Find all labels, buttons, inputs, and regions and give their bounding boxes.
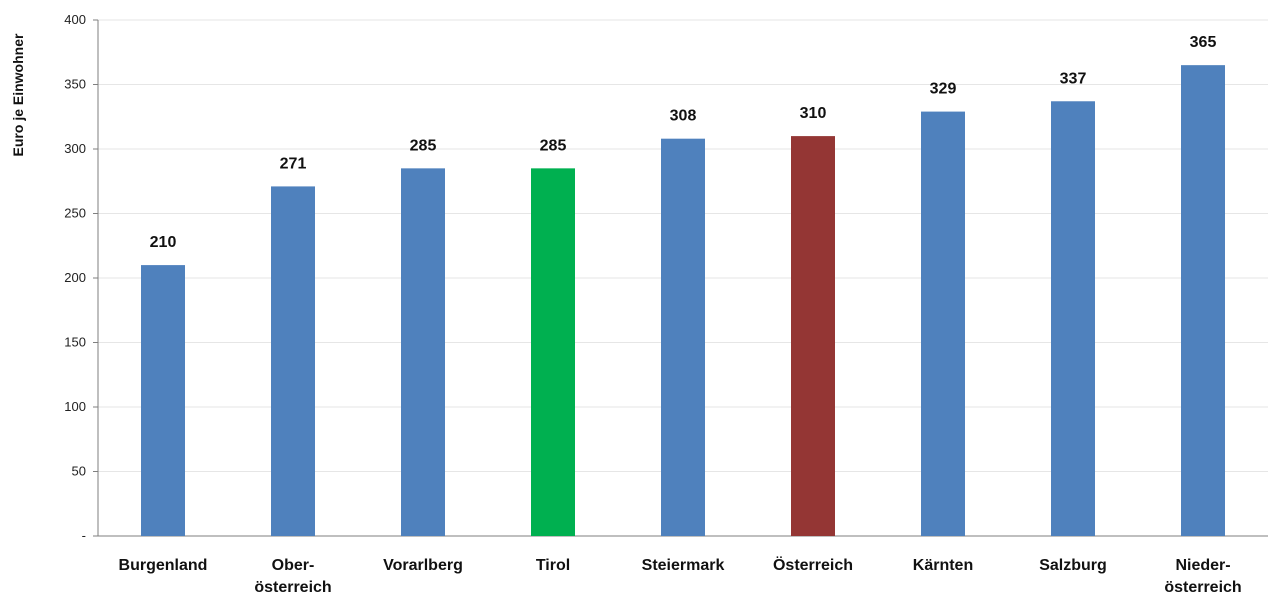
y-tick-label: 150 <box>64 335 86 350</box>
bar <box>531 168 575 536</box>
y-tick-label: 300 <box>64 141 86 156</box>
y-axis-title: Euro je Einwohner <box>10 33 26 156</box>
bar <box>141 265 185 536</box>
x-tick-label: Salzburg <box>1039 557 1107 574</box>
bar <box>401 168 445 536</box>
bar-value-label: 329 <box>930 81 957 98</box>
x-tick-label-line: Salzburg <box>1039 557 1107 574</box>
y-tick-label: 100 <box>64 399 86 414</box>
bar <box>1181 65 1225 537</box>
x-tick-label-line: Steiermark <box>642 557 725 574</box>
x-tick-label: Kärnten <box>913 557 973 574</box>
bar <box>921 111 965 536</box>
x-tick-label: Nieder-österreich <box>1164 557 1241 596</box>
x-tick-label: Österreich <box>773 555 853 574</box>
bar <box>1051 101 1095 537</box>
x-tick-label-line: Kärnten <box>913 557 973 574</box>
x-tick-label: Ober-österreich <box>254 557 331 596</box>
x-tick-label-line: österreich <box>1164 579 1241 596</box>
y-tick-label: 400 <box>64 12 86 27</box>
data-labels: 210 271 285 285 308 310 329 337 365 <box>150 34 1217 251</box>
x-tick-label-line: Tirol <box>536 557 570 574</box>
x-tick-label-line: Burgenland <box>119 557 208 574</box>
x-tick-label-line: Vorarlberg <box>383 557 463 574</box>
bar-value-label: 365 <box>1190 34 1217 51</box>
bar <box>661 138 705 536</box>
bar <box>791 136 835 536</box>
x-tick-label: Tirol <box>536 557 570 574</box>
x-tick-label: Vorarlberg <box>383 557 463 574</box>
bars <box>141 65 1225 537</box>
bar-value-label: 337 <box>1060 70 1087 87</box>
bar-value-label: 308 <box>670 108 697 125</box>
bar-value-label: 285 <box>540 137 567 154</box>
x-tick-label: Steiermark <box>642 557 725 574</box>
category-labels: Burgenland Ober-österreich Vorarlberg Tirol… <box>119 555 1242 596</box>
bar-value-label: 210 <box>150 234 177 251</box>
x-tick-label-line: Ober- <box>272 557 315 574</box>
bar <box>271 186 315 536</box>
y-tick-label: - <box>82 528 86 543</box>
y-tick-label: 50 <box>72 464 86 479</box>
x-tick-label: Burgenland <box>119 557 208 574</box>
x-tick-label-line: Nieder- <box>1175 557 1230 574</box>
y-tick-label: 200 <box>64 270 86 285</box>
x-tick-label-line: Österreich <box>773 555 853 574</box>
bar-value-label: 271 <box>280 155 307 172</box>
x-tick-label-line: österreich <box>254 579 331 596</box>
bar-value-label: 310 <box>800 105 827 122</box>
y-tick-label: 350 <box>64 77 86 92</box>
y-tick-label: 250 <box>64 206 86 221</box>
bar-value-label: 285 <box>410 137 437 154</box>
